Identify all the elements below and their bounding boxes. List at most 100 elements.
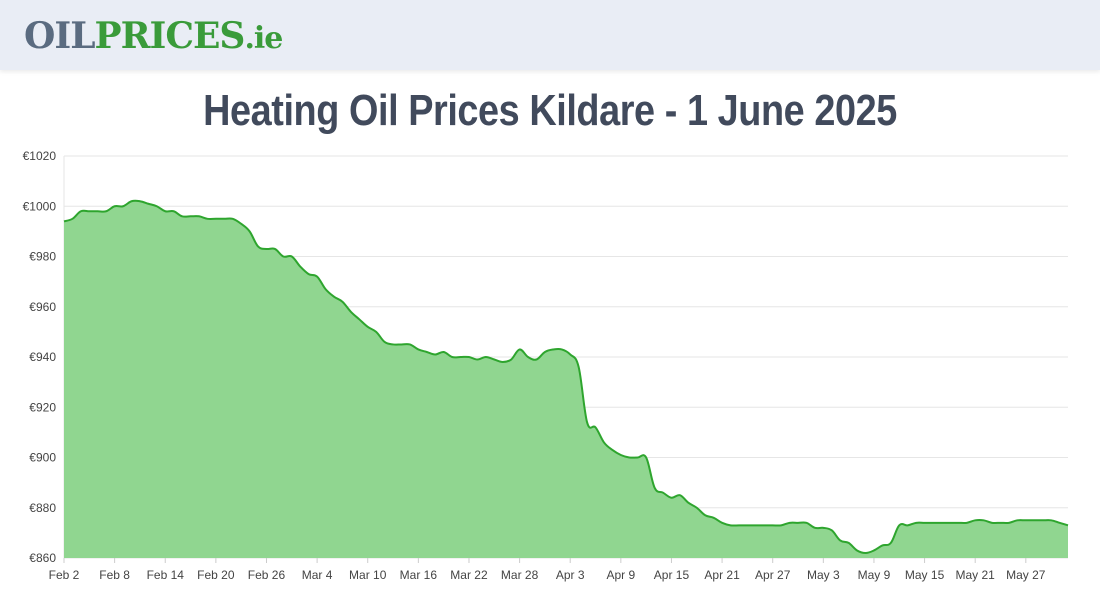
data-point	[847, 542, 849, 544]
data-point	[442, 351, 444, 353]
page-title: Heating Oil Prices Kildare - 1 June 2025	[203, 86, 897, 135]
site-logo[interactable]: OILPRICES.ie	[24, 15, 283, 59]
data-point	[982, 519, 984, 521]
y-tick-label: €980	[29, 250, 56, 264]
data-point	[274, 248, 276, 250]
data-point	[1008, 522, 1010, 524]
data-point	[383, 341, 385, 343]
y-axis-ticks: €1020 €1000 €980 €960 €940 €920 €900 €880 €860	[23, 149, 57, 565]
x-tick-label: Mar 4	[302, 568, 333, 582]
data-point	[367, 326, 369, 328]
y-tick-label: €940	[29, 350, 56, 364]
logo-text-tld: .ie	[244, 21, 283, 56]
data-point	[653, 486, 655, 488]
data-point	[510, 358, 512, 360]
data-point	[670, 497, 672, 499]
data-point	[459, 356, 461, 358]
data-point	[240, 223, 242, 225]
x-tick-label: Mar 16	[400, 568, 438, 582]
data-point	[966, 522, 968, 524]
data-point	[1050, 519, 1052, 521]
data-point	[468, 356, 470, 358]
data-point	[999, 522, 1001, 524]
data-point	[772, 524, 774, 526]
y-tick-label: €1000	[23, 199, 57, 213]
data-point	[957, 522, 959, 524]
data-point	[307, 273, 309, 275]
x-tick-label: Feb 26	[248, 568, 286, 582]
y-tick-label: €880	[29, 501, 56, 515]
data-point	[1025, 519, 1027, 521]
logo-text-oil: OIL	[24, 15, 96, 57]
data-point	[906, 524, 908, 526]
data-point	[788, 522, 790, 524]
x-tick-label: Feb 14	[147, 568, 185, 582]
logo-text-prices: PRICES	[94, 15, 246, 57]
data-point	[265, 248, 267, 250]
data-point	[991, 522, 993, 524]
site-header: OILPRICES.ie	[0, 0, 1100, 70]
data-point	[831, 529, 833, 531]
data-point	[712, 517, 714, 519]
x-tick-label: Feb 2	[49, 568, 80, 582]
x-tick-label: Apr 15	[654, 568, 690, 582]
plot-area	[63, 199, 1069, 558]
x-tick-label: May 21	[956, 568, 996, 582]
data-point	[974, 519, 976, 521]
x-tick-label: Mar 10	[349, 568, 387, 582]
data-point	[704, 514, 706, 516]
data-point	[518, 348, 520, 350]
data-point	[181, 215, 183, 217]
x-tick-label: Apr 3	[556, 568, 585, 582]
data-point	[797, 522, 799, 524]
data-point	[63, 220, 65, 222]
data-point	[426, 351, 428, 353]
data-point	[130, 200, 132, 202]
data-point	[805, 522, 807, 524]
data-point	[1067, 524, 1069, 526]
x-tick-label: Apr 27	[755, 568, 791, 582]
data-point	[696, 507, 698, 509]
data-point	[864, 552, 866, 554]
data-point	[890, 542, 892, 544]
data-point	[299, 265, 301, 267]
data-point	[1041, 519, 1043, 521]
x-tick-label: May 27	[1006, 568, 1046, 582]
data-point	[932, 522, 934, 524]
y-tick-label: €860	[29, 551, 56, 565]
data-point	[746, 524, 748, 526]
data-point	[687, 502, 689, 504]
series-line	[63, 199, 1069, 554]
data-point	[738, 524, 740, 526]
y-tick-label: €920	[29, 400, 56, 414]
data-point	[729, 524, 731, 526]
x-tick-label: Feb 8	[99, 568, 130, 582]
data-point	[409, 343, 411, 345]
data-point	[1016, 519, 1018, 521]
x-tick-label: May 3	[807, 568, 840, 582]
data-point	[940, 522, 942, 524]
x-tick-label: May 15	[905, 568, 945, 582]
data-point	[594, 426, 596, 428]
data-point	[881, 544, 883, 546]
data-point	[611, 449, 613, 451]
data-point	[569, 353, 571, 355]
data-point	[324, 288, 326, 290]
data-point	[493, 358, 495, 360]
data-point	[535, 358, 537, 360]
data-point	[527, 356, 529, 358]
data-point	[485, 356, 487, 358]
x-tick-label: Mar 28	[501, 568, 539, 582]
data-point	[350, 311, 352, 313]
data-point	[198, 215, 200, 217]
data-point	[147, 203, 149, 205]
data-point	[679, 494, 681, 496]
data-point	[763, 524, 765, 526]
data-point	[417, 348, 419, 350]
data-point	[603, 441, 605, 443]
data-point	[400, 343, 402, 345]
data-point	[88, 210, 90, 212]
data-point	[189, 215, 191, 217]
data-point	[923, 522, 925, 524]
